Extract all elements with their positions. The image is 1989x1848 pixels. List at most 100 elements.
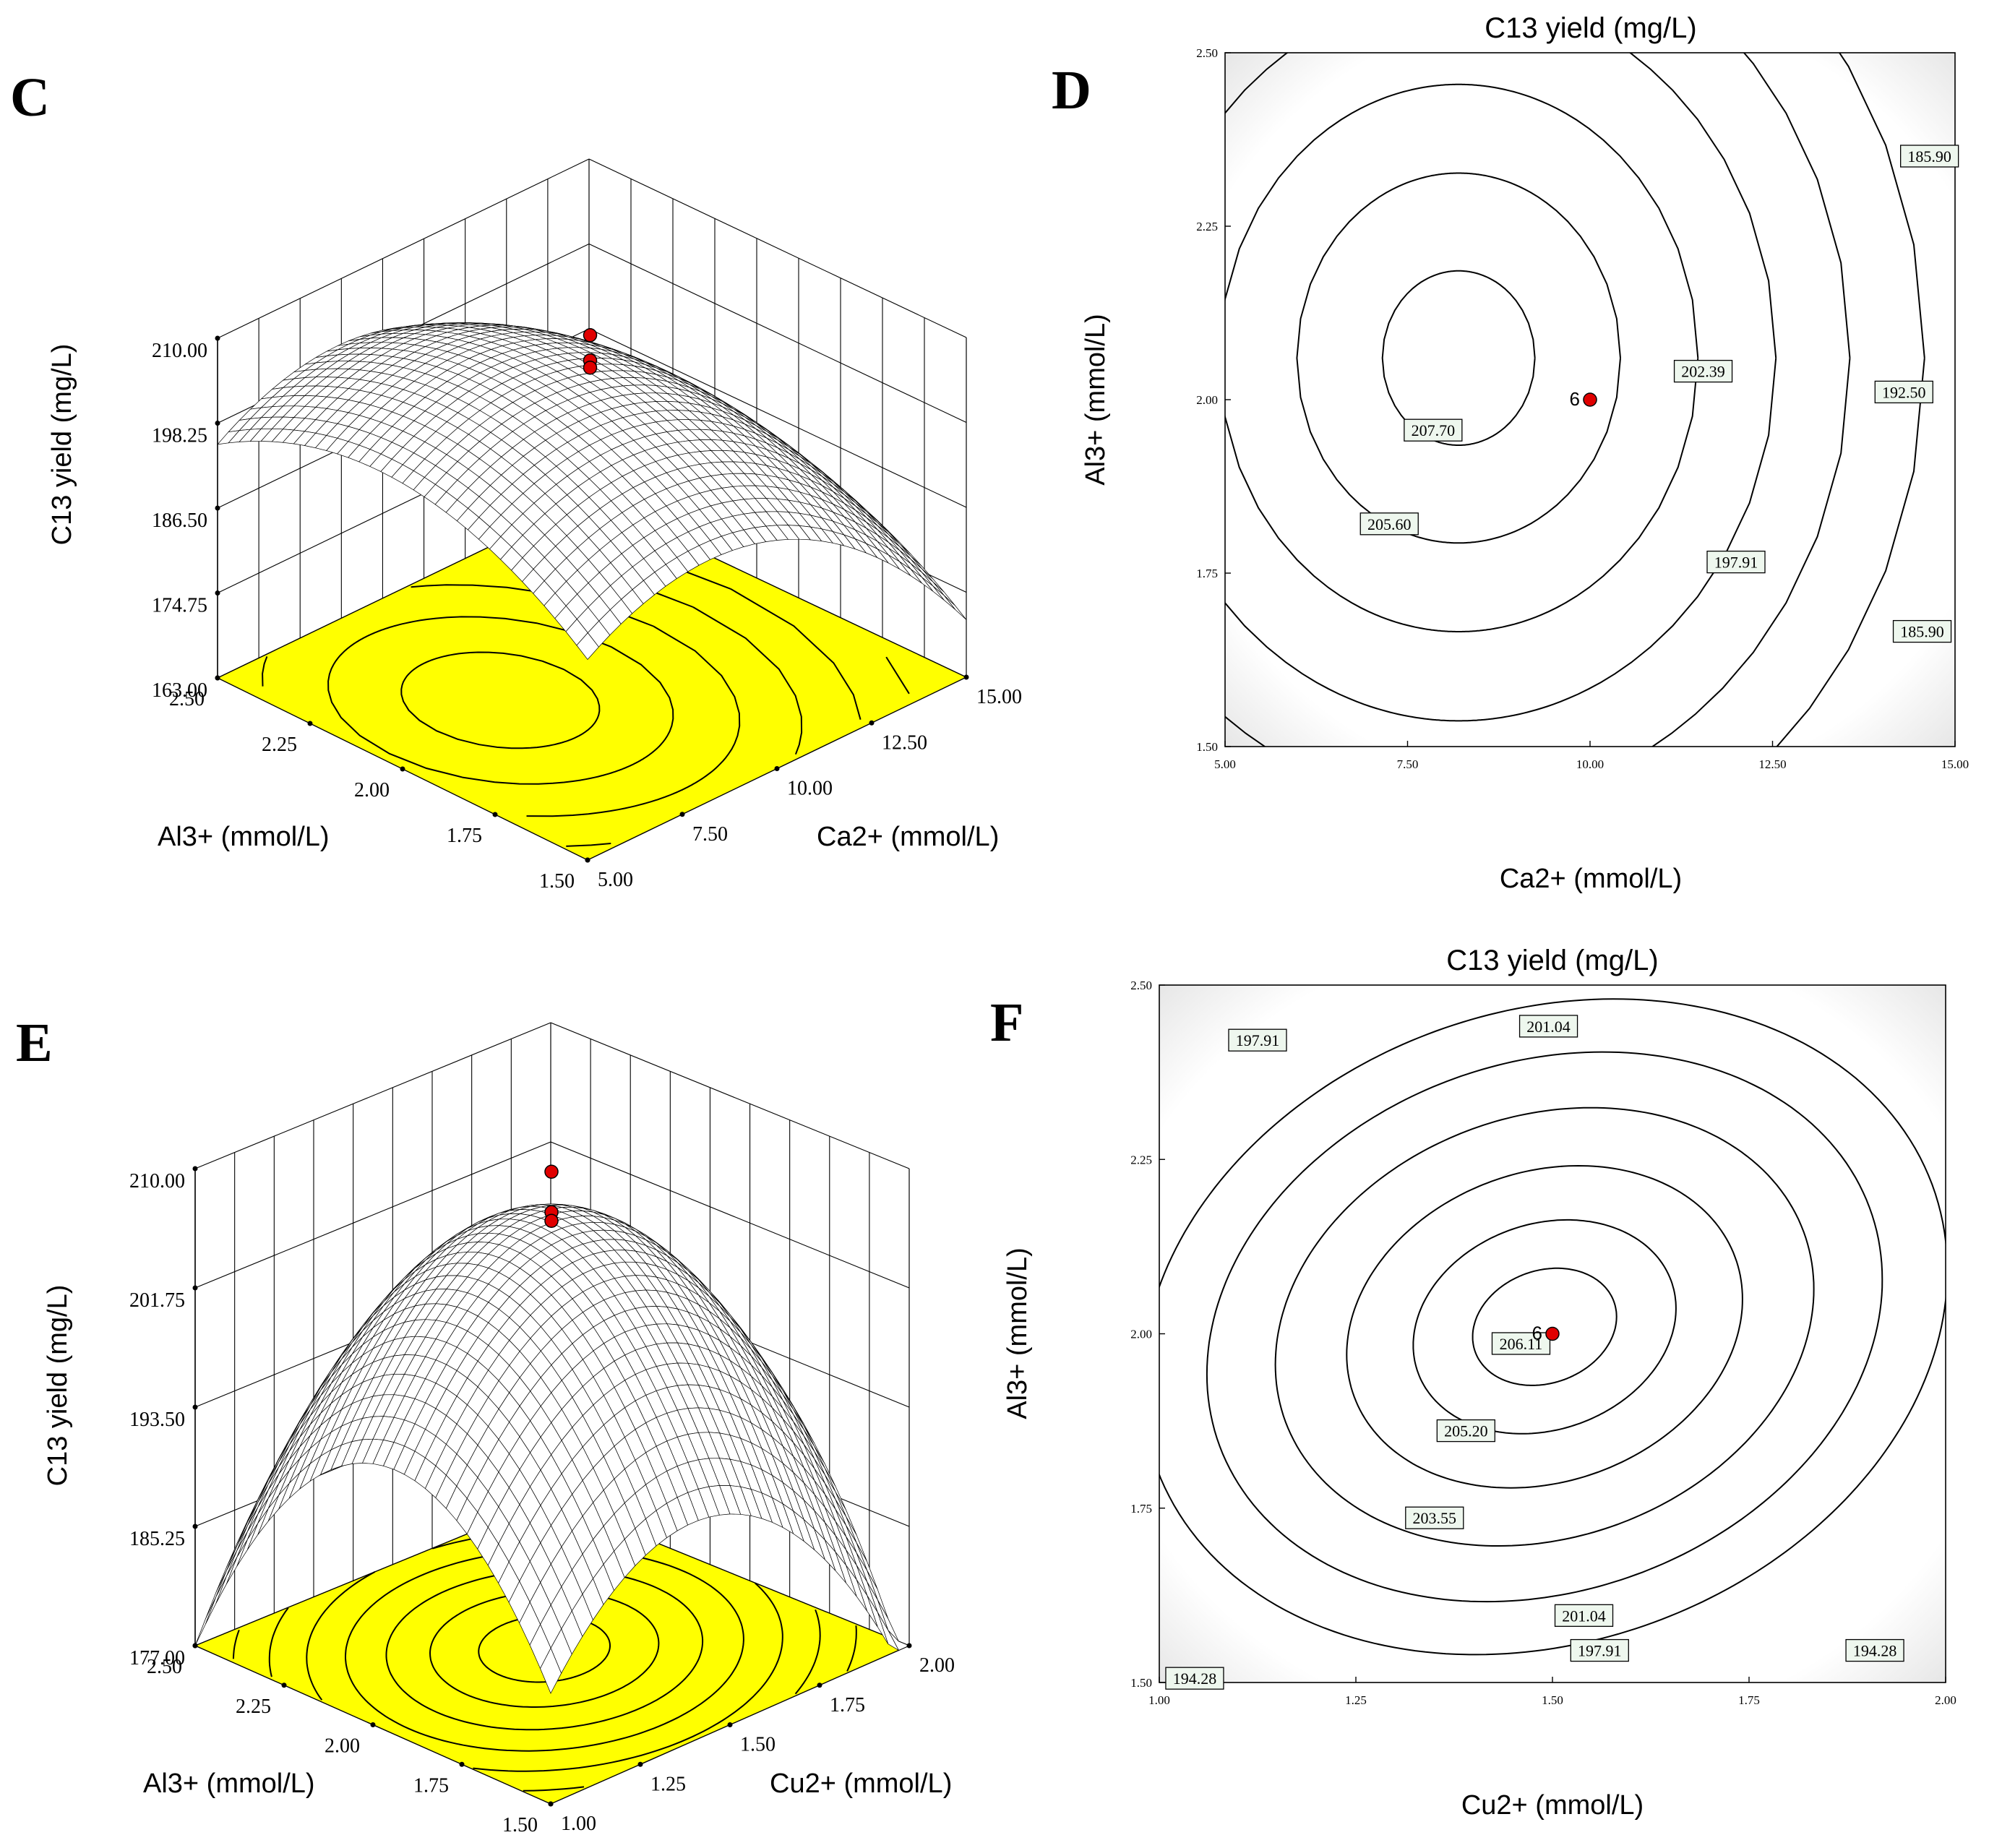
c-design-point: [583, 328, 598, 343]
e-design-point: [544, 1213, 559, 1228]
e-y-tick-dot: [281, 1682, 287, 1688]
e-floor-contour: [794, 1609, 821, 1695]
panel-f-contour-labels: 206.11 205.20 203.55 201.04 197.91 194.28 194.…: [1165, 1015, 1904, 1690]
e-z-tick-dot: [192, 1523, 198, 1529]
panel-c-x-axis-label: Ca2+ (mmol/L): [817, 822, 999, 852]
c-z-tick-dot: [215, 421, 220, 426]
f-contour-line-5: [1159, 998, 1946, 1656]
e-design-point: [544, 1164, 559, 1179]
panel-e: E 177.00 185.25 193.50 201.75 210.00 1.00 1.25…: [16, 1013, 955, 1836]
c-y-tick-label: 1.50: [539, 870, 575, 893]
panel-f-title: C13 yield (mg/L): [1446, 945, 1658, 976]
c-floor-contour: [692, 606, 803, 755]
c-x-tick-label: 5.00: [598, 869, 633, 891]
e-mesh-cell: [540, 1647, 562, 1694]
c-y-tick-label: 2.25: [262, 734, 297, 756]
d-design-point-label: 6: [1570, 388, 1580, 410]
d-contour-label-box: [1673, 359, 1733, 383]
c-y-tick-dot: [307, 721, 313, 726]
f-x-tick-label: 2.00: [1935, 1693, 1956, 1707]
d-contour-label-box: [1404, 418, 1463, 442]
f-contour-label: 197.91: [1236, 1031, 1280, 1049]
panel-c-surface: [217, 322, 967, 661]
panel-letter-d: D: [1052, 60, 1091, 121]
c-x-tick-label: 10.00: [787, 778, 833, 800]
e-z-tick-dot: [192, 1285, 198, 1291]
e-floor-contour: [846, 1625, 857, 1672]
panel-c-z-axis-label: C13 yield (mg/L): [47, 344, 77, 546]
c-z-tick-dot: [215, 335, 220, 341]
c-y-tick-dot: [215, 675, 220, 681]
e-mesh-cell: [205, 1576, 227, 1625]
f-contour-label-box: [1165, 1667, 1224, 1690]
c-x-tick-label: 7.50: [692, 823, 728, 846]
e-z-tick-dot: [192, 1404, 198, 1410]
d-contour-label: 185.90: [1900, 623, 1944, 641]
panel-d-x-axis-label: Ca2+ (mmol/L): [1500, 864, 1682, 894]
panel-f-ticks: 1.00 1.25 1.50 1.75 2.00 1.50 1.75 2.00 2.25 2.50: [1130, 979, 1956, 1707]
d-y-tick-label: 2.50: [1196, 46, 1218, 60]
f-x-tick-label: 1.50: [1542, 1693, 1563, 1707]
e-wall-gridline: [550, 1022, 910, 1169]
e-floor-contour: [232, 1629, 240, 1659]
d-y-tick-label: 1.75: [1196, 567, 1218, 580]
d-x-tick-label: 12.50: [1758, 757, 1786, 771]
e-y-tick-label: 2.25: [236, 1696, 271, 1718]
e-y-tick-dot: [459, 1761, 465, 1767]
panel-f-design-point: 6: [1532, 1323, 1560, 1344]
panel-c: C 163.00 174.75 186.50 198.25 210.00 5.00 7.50…: [10, 67, 1022, 893]
f-contour-label-box: [1554, 1604, 1614, 1627]
f-contour-label: 194.28: [1853, 1642, 1897, 1660]
panel-f: F C13 yield (mg/L) 1.00 1.25 1.50 1.75 2.001…: [990, 945, 1956, 1821]
panel-letter-c: C: [10, 67, 50, 128]
d-y-tick-label: 2.25: [1196, 220, 1218, 233]
e-x-tick-dot: [817, 1682, 822, 1688]
c-x-tick-dot: [963, 674, 969, 680]
panel-f-x-axis-label: Cu2+ (mmol/L): [1461, 1790, 1644, 1821]
c-wall-gridline: [588, 244, 967, 423]
f-y-tick-label: 2.25: [1130, 1153, 1152, 1166]
c-z-tick-label: 198.25: [152, 425, 207, 447]
d-contour-label: 205.60: [1367, 515, 1412, 533]
f-contour-label-box: [1518, 1015, 1578, 1038]
f-x-tick-label: 1.25: [1345, 1693, 1367, 1707]
f-contour-label: 201.04: [1562, 1607, 1606, 1625]
panel-d-contour-labels: 207.70 205.60 202.39 197.91 192.50 185.90 185.…: [1359, 145, 1959, 643]
c-z-tick-label: 210.00: [152, 340, 207, 362]
f-contour-label: 206.11: [1500, 1335, 1543, 1353]
f-contour-label-box: [1228, 1028, 1287, 1052]
c-x-tick-dot: [679, 812, 685, 817]
c-wall-gridline: [588, 158, 967, 338]
d-contour-label: 202.39: [1681, 363, 1725, 381]
c-y-tick-label: 1.75: [447, 825, 482, 847]
f-contour-line-4: [1206, 1051, 1883, 1603]
d-x-tick-label: 15.00: [1941, 757, 1969, 771]
c-x-tick-label: 15.00: [976, 686, 1022, 708]
f-x-tick-label: 1.00: [1148, 1693, 1170, 1707]
f-contour-label-box: [1405, 1506, 1464, 1529]
c-floor-contour: [400, 651, 601, 749]
panel-e-z-axis-label: C13 yield (mg/L): [43, 1285, 73, 1487]
e-y-tick-dot: [192, 1643, 198, 1649]
d-contour-label-box: [1899, 145, 1959, 168]
panel-d-design-point: 6: [1570, 388, 1597, 410]
panel-c-y-axis-label: Al3+ (mmol/L): [158, 822, 330, 852]
f-contour-label-box: [1491, 1332, 1551, 1355]
e-x-tick-label: 2.00: [919, 1654, 955, 1677]
e-z-tick-label: 210.00: [129, 1170, 185, 1192]
e-x-tick-label: 1.00: [561, 1813, 596, 1835]
f-contour-label-box: [1436, 1419, 1495, 1443]
e-y-tick-label: 1.50: [502, 1814, 538, 1836]
f-contour-label-box: [1845, 1638, 1904, 1662]
c-y-tick-dot: [492, 812, 498, 817]
c-design-point: [583, 361, 598, 375]
c-floor-contour: [327, 616, 674, 785]
d-contour-line-2: [1225, 83, 1699, 632]
e-mesh-cell: [215, 1550, 238, 1597]
f-contour-line-3: [1274, 1106, 1815, 1547]
d-contour-label-box: [1892, 619, 1952, 643]
c-x-tick-label: 12.50: [882, 731, 927, 754]
e-x-tick-label: 1.50: [740, 1734, 776, 1756]
c-floor-contour: [566, 843, 611, 847]
